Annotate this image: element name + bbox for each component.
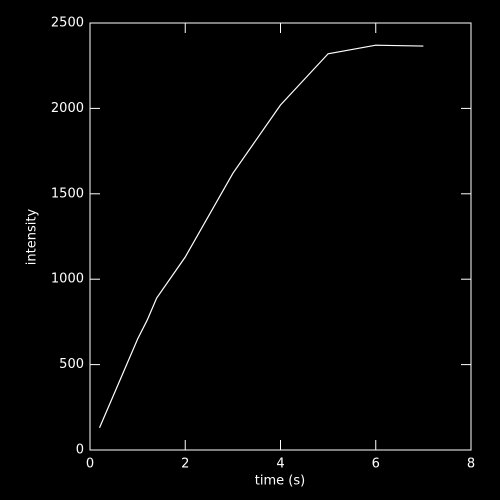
x-tick-label: 2 (181, 457, 189, 472)
y-tick-label: 1000 (51, 272, 84, 287)
data-line (98, 44, 424, 429)
y-tick-label: 500 (59, 357, 84, 372)
y-tick-label: 2000 (51, 101, 84, 116)
x-tick-label: 8 (467, 457, 475, 472)
x-tick-label: 4 (276, 457, 284, 472)
y-tick-label: 1500 (51, 186, 84, 201)
y-tick-label: 0 (76, 443, 84, 458)
y-axis-label: intensity (25, 209, 40, 266)
y-tick-label: 2500 (51, 16, 84, 31)
x-tick-label: 0 (86, 457, 94, 472)
x-tick-label: 6 (372, 457, 380, 472)
plot-frame (89, 22, 472, 451)
x-axis-label: time (s) (255, 474, 305, 489)
